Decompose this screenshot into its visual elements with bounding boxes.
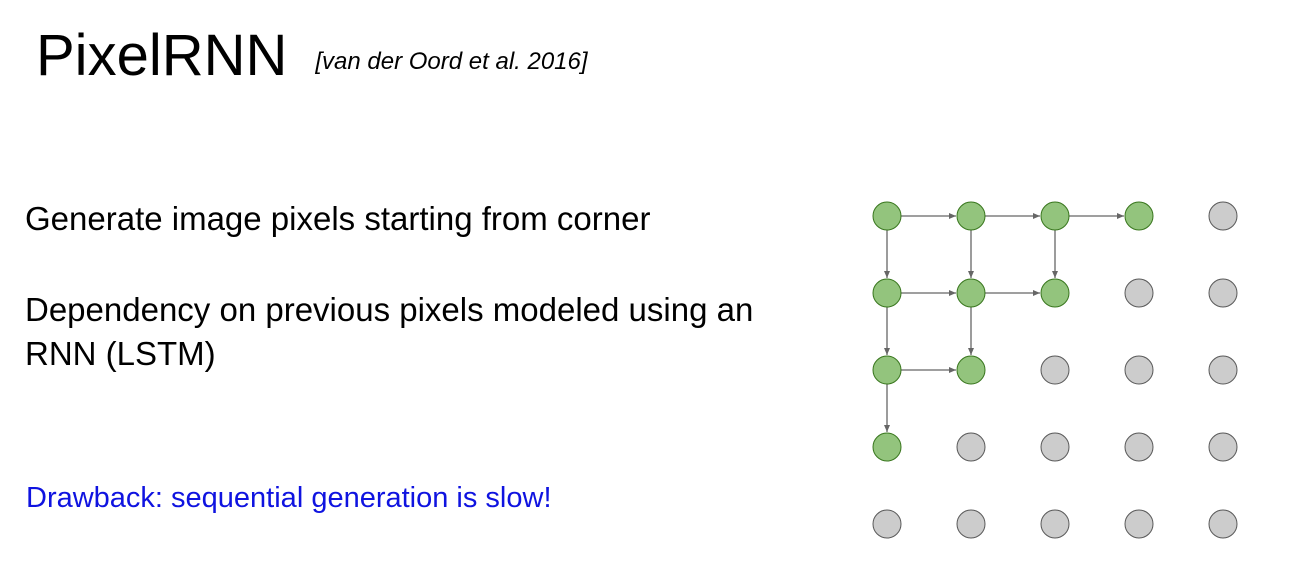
generated-pixel-node xyxy=(872,278,902,308)
arrows-layer xyxy=(884,213,1124,432)
pending-pixel-node xyxy=(1208,201,1238,231)
pending-pixel-node xyxy=(1208,432,1238,462)
generated-pixel-node xyxy=(1124,201,1154,231)
pending-pixel-node xyxy=(1208,278,1238,308)
generated-pixel-node xyxy=(956,355,986,385)
generated-pixel-node xyxy=(872,432,902,462)
pending-pixel-node xyxy=(1208,509,1238,539)
nodes-layer xyxy=(872,201,1238,539)
pending-pixel-node xyxy=(1124,509,1154,539)
generated-pixel-node xyxy=(956,278,986,308)
citation: [van der Oord et al. 2016] xyxy=(315,48,588,75)
pending-pixel-node xyxy=(1040,509,1070,539)
pending-pixel-node xyxy=(1124,278,1154,308)
slide-title: PixelRNN xyxy=(36,23,288,88)
pending-pixel-node xyxy=(872,509,902,539)
generated-pixel-node xyxy=(1040,278,1070,308)
pending-pixel-node xyxy=(956,509,986,539)
pending-pixel-node xyxy=(956,432,986,462)
title-row: PixelRNN [van der Oord et al. 2016] xyxy=(36,22,588,89)
pending-pixel-node xyxy=(1040,432,1070,462)
bullet-dependency: Dependency on previous pixels modeled us… xyxy=(25,291,754,372)
pending-pixel-node xyxy=(1208,355,1238,385)
generated-pixel-node xyxy=(1040,201,1070,231)
generated-pixel-node xyxy=(872,201,902,231)
generated-pixel-node xyxy=(956,201,986,231)
pending-pixel-node xyxy=(1040,355,1070,385)
generated-pixel-node xyxy=(872,355,902,385)
bullet-generate: Generate image pixels starting from corn… xyxy=(25,200,651,237)
drawback-note: Drawback: sequential generation is slow! xyxy=(26,482,552,514)
pending-pixel-node xyxy=(1124,432,1154,462)
pending-pixel-node xyxy=(1124,355,1154,385)
pixel-grid-diagram xyxy=(872,201,1238,539)
